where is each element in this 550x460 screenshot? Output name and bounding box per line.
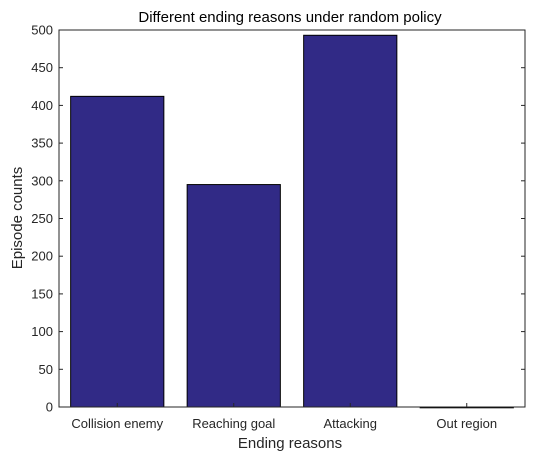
- bar: [70, 95, 165, 408]
- y-tick-label: 200: [31, 249, 53, 264]
- y-tick-label: 250: [31, 211, 53, 226]
- bars-layer: [70, 34, 514, 409]
- y-tick-label: 100: [31, 324, 53, 339]
- y-tick-label: 0: [46, 400, 53, 415]
- bar: [303, 34, 398, 408]
- x-axis-ticks: Collision enemy Reaching goal Attacking Out…: [71, 403, 497, 431]
- x-axis-label: Ending reasons: [238, 435, 342, 452]
- y-tick-label: 150: [31, 286, 53, 301]
- x-tick-label: Out region: [436, 416, 497, 431]
- x-tick-label: Attacking: [324, 416, 377, 431]
- chart-title: Different ending reasons under random po…: [138, 9, 442, 26]
- y-tick-label: 450: [31, 60, 53, 75]
- y-tick-label: 50: [39, 362, 53, 377]
- y-tick-label: 350: [31, 136, 53, 151]
- y-tick-label: 300: [31, 173, 53, 188]
- x-tick-label: Collision enemy: [71, 416, 163, 431]
- y-tick-label: 500: [31, 23, 53, 38]
- y-tick-label: 400: [31, 98, 53, 113]
- y-axis-ticks: 0 50 100 150 200 250 300 350 400 450 500: [31, 23, 525, 415]
- y-axis-label: Episode counts: [9, 167, 26, 270]
- bar: [186, 184, 281, 408]
- x-tick-label: Reaching goal: [192, 416, 275, 431]
